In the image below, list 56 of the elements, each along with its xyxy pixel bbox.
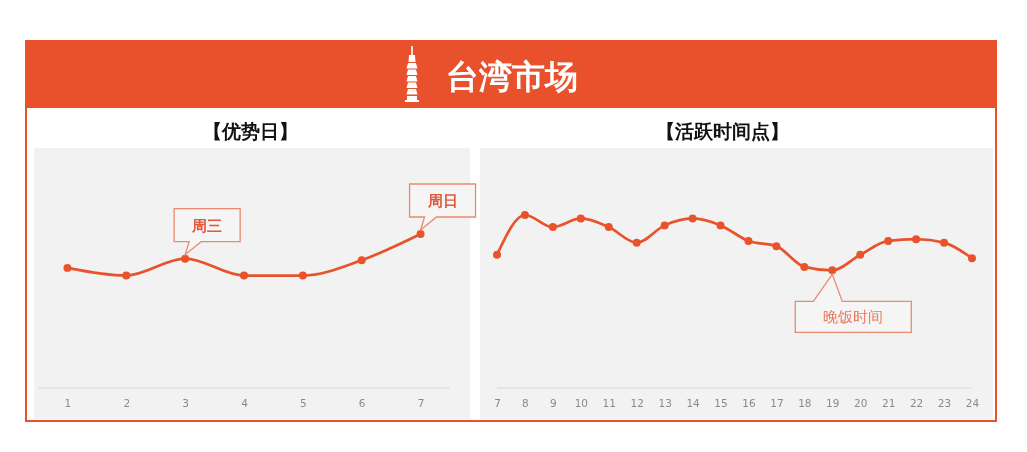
point: [716, 221, 725, 230]
point: [800, 262, 809, 271]
x-tick-label: 7: [494, 397, 501, 410]
x-tick-label: 11: [602, 397, 616, 410]
point: [604, 223, 613, 232]
x-tick-label: 7: [417, 397, 425, 410]
x-tick-label: 20: [854, 397, 868, 410]
point: [968, 254, 976, 263]
x-tick-label: 15: [714, 397, 728, 410]
x-tick-label: 5: [300, 397, 307, 410]
point: [548, 223, 557, 232]
point: [520, 211, 529, 219]
point: [416, 230, 425, 238]
x-tick-label: 8: [522, 397, 529, 410]
x-tick-label: 6: [358, 397, 366, 410]
point: [744, 236, 753, 245]
x-tick-label: 16: [742, 397, 756, 410]
x-tick-label: 2: [123, 397, 131, 410]
x-tick-label: 17: [770, 397, 784, 410]
text: 台湾市场: [446, 57, 578, 96]
point: [884, 236, 893, 245]
chart-title: 【优势日】: [202, 120, 298, 142]
x-tick-label: 12: [630, 397, 644, 410]
x-tick-label: 21: [881, 397, 896, 410]
x-tick-label: 23: [937, 397, 952, 410]
point: [856, 250, 865, 259]
x-tick-label: 10: [574, 397, 589, 410]
point: [828, 266, 837, 275]
point: [357, 256, 366, 265]
x-tick-label: 18: [798, 397, 812, 410]
point: [122, 271, 131, 280]
point: [632, 238, 641, 247]
point: [181, 254, 190, 263]
chart-title: 【活跃时间点】: [655, 120, 789, 142]
point: [298, 271, 307, 280]
point: [660, 221, 669, 230]
x-tick-label: 13: [658, 397, 672, 410]
x-tick-label: 1: [64, 397, 72, 410]
x-tick-label: 9: [550, 397, 557, 410]
point: [576, 214, 585, 223]
annotation: 周日: [426, 192, 458, 210]
x-tick-label: 4: [241, 397, 249, 410]
annotation: 周三: [191, 216, 223, 235]
point: [63, 263, 72, 272]
x-tick-label: 19: [826, 397, 840, 410]
point: [772, 242, 781, 251]
point: [493, 250, 501, 259]
x-tick-label: 3: [182, 397, 189, 410]
x-tick-label: 22: [909, 397, 924, 410]
x-tick-label: 24: [965, 397, 980, 410]
point: [912, 235, 921, 244]
x-tick-label: 14: [686, 397, 701, 410]
annotation: 晚饭时间: [823, 308, 884, 327]
point: [240, 271, 248, 280]
point: [688, 214, 697, 223]
point: [940, 238, 949, 247]
